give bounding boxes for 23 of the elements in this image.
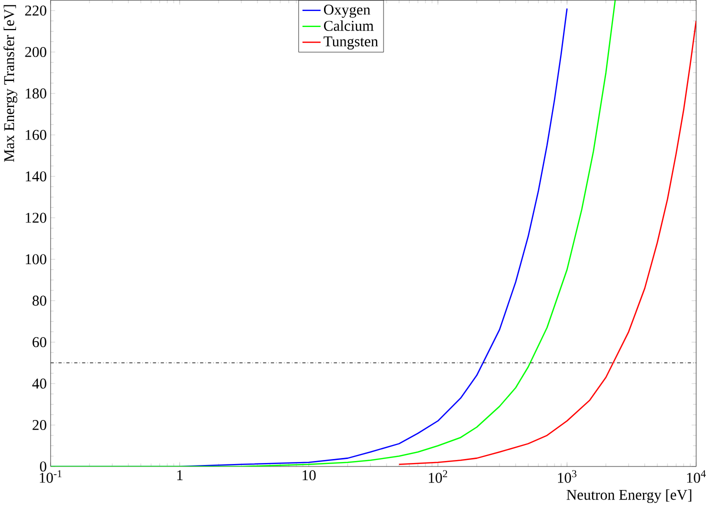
legend-label: Tungsten	[324, 36, 378, 50]
y-tick-label: 220	[25, 5, 46, 16]
y-tick-label: 100	[26, 254, 46, 264]
y-tick-label: 0	[40, 461, 46, 472]
x-tick-label: 1	[177, 470, 183, 480]
x-tick-label: 10$^{3}$	[558, 470, 576, 483]
x-tick-label: 10$^{-1}$	[40, 470, 62, 483]
y-tick-label: 160	[26, 130, 46, 140]
x-tick-label: 10	[302, 470, 316, 480]
y-tick-label: 140	[26, 171, 46, 182]
x-axis-title: Neutron Energy [eV]	[566, 489, 692, 503]
legend-label: Calcium	[324, 20, 374, 31]
y-tick-label: 20	[32, 420, 46, 430]
x-tick-label: 10$^{2}$	[428, 470, 448, 483]
y-tick-label: 80	[32, 295, 46, 306]
x-tick-label: 10$^{4}$	[687, 470, 706, 483]
legend-label: Oxygen	[324, 4, 370, 18]
y-tick-label: 40	[32, 378, 46, 388]
y-tick-label: 200	[25, 46, 46, 57]
y-tick-label: 60	[32, 336, 46, 347]
y-tick-label: 180	[26, 88, 46, 98]
y-tick-label: 120	[26, 212, 46, 223]
y-axis-title: Max Energy Transfer [eV]	[4, 4, 18, 162]
